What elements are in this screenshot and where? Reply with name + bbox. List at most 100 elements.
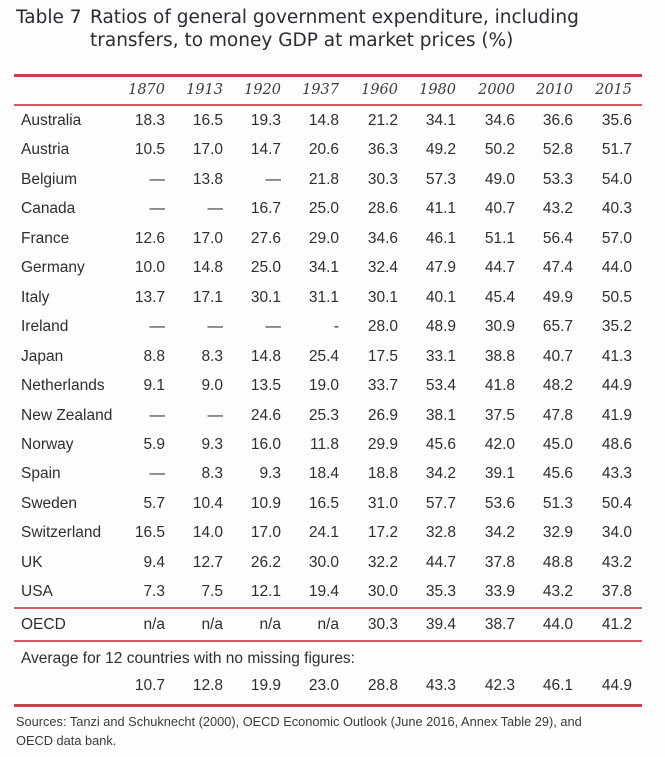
table-cell: 34.2 [425,465,456,483]
table-row: Ireland — — — - 28.0 48.9 30.9 65.7 35.2 [14,312,642,341]
table-cell: 24.1 [308,524,339,542]
table-cell: 44.7 [425,553,456,571]
column-header-1937: 1937 [302,82,339,98]
average-cell: 28.8 [367,677,398,694]
table-cell: 10.9 [250,494,281,512]
table-cell: 12.1 [250,583,281,601]
table-cell: 7.3 [143,583,165,601]
table-cell: 14.8 [250,347,281,365]
table-cell: 8.3 [201,465,223,483]
table-cell: 45.6 [425,435,456,453]
table-cell: 17.0 [250,524,281,542]
table-cell: 35.3 [425,583,456,601]
table-cell: 16.5 [308,494,339,512]
table-cell: 19.0 [308,377,339,395]
table-cell: 42.0 [484,435,515,453]
table-cell: 44.7 [484,259,515,277]
table-cell: 12.7 [192,553,223,571]
oecd-cell: 30.3 [367,616,398,633]
table-cell: 17.0 [192,229,223,247]
table-cell: 33.1 [425,347,456,365]
table-cell: 41.3 [601,347,632,365]
table-cell: 30.3 [367,170,398,188]
country-name: Austria [21,141,70,159]
table-cell: 47.4 [542,259,573,277]
table-cell: 36.3 [367,141,398,159]
country-name: Germany [21,259,85,277]
table-cell: 10.0 [134,259,165,277]
oecd-cell: 38.7 [484,616,515,633]
table-cell: 40.7 [484,200,515,218]
country-name: Switzerland [21,524,102,542]
bottom-rule [14,704,642,707]
sources-line-1: Sources: Tanzi and Schuknecht (2000), OE… [16,714,582,729]
country-name: Canada [21,200,76,218]
country-name: Australia [21,112,82,129]
oecd-cell: 41.2 [601,616,632,633]
column-header-2015: 2015 [595,82,632,98]
table-cell: 41.9 [601,406,632,424]
table-cell: 48.9 [425,318,456,336]
country-name: Netherlands [21,377,105,395]
table-cell: 33.7 [367,377,398,395]
table-cell: 38.1 [425,406,456,424]
table-cell: 53.6 [484,494,515,512]
column-header-row: 1870 1913 1920 1937 1960 1980 2000 2010 2015 [14,76,642,105]
oecd-cell: n/a [259,616,281,633]
table-cell: 53.4 [425,377,456,395]
table-cell: 57.7 [425,494,456,512]
table-row: Sweden 5.7 10.4 10.9 16.5 31.0 57.7 53.6 51.3 50.… [14,489,642,518]
table-cell: 34.6 [484,112,515,129]
table-cell: 17.5 [367,347,398,365]
table-cell: 25.0 [308,200,339,218]
table-cell: 30.0 [308,553,339,571]
table-cell: 8.3 [201,347,223,365]
country-name: Spain [21,465,61,483]
table-cell: 5.7 [143,494,165,512]
column-header-1870: 1870 [128,82,165,98]
table-cell: 30.9 [484,318,515,336]
table-row: Germany 10.0 14.8 25.0 34.1 32.4 47.9 44.7 47.4 4… [14,253,642,282]
table-cell: — [265,170,282,188]
country-name: USA [21,583,53,601]
table-row: UK 9.4 12.7 26.2 30.0 32.2 44.7 37.8 48.8 43.2 [14,548,642,577]
table-cell: 7.5 [201,583,223,601]
table-cell: 9.0 [201,377,223,395]
table-cell: 17.1 [192,288,223,306]
table-cell: 35.2 [601,318,632,336]
oecd-label: OECD [21,616,66,633]
table-cell: 29.0 [308,229,339,247]
table-cell: 46.1 [425,229,456,247]
average-cell: 42.3 [484,677,515,694]
table-cell: 18.4 [308,465,339,483]
table-cell: 40.3 [601,200,632,218]
table-cell: 44.0 [601,259,632,277]
table-cell: 49.9 [542,288,573,306]
table-cell: 37.5 [484,406,515,424]
table-caption-line-2: transfers, to money GDP at market prices… [90,30,514,51]
oecd-cell: n/a [143,616,165,633]
table-cell: 30.0 [367,583,398,601]
table-cell: 45.0 [542,435,573,453]
oecd-cell: 44.0 [542,616,573,633]
table-cell: 56.4 [542,229,573,247]
table-cell: 8.8 [143,347,165,365]
table-cell: 53.3 [542,170,573,188]
table-cell: 48.8 [542,553,573,571]
country-name: France [21,229,70,247]
table-row: New Zealand — — 24.6 25.3 26.9 38.1 37.5 47.8 41.… [14,401,642,430]
table-cell: 30.1 [367,288,398,306]
table-cell: 50.5 [601,288,632,306]
table-cell: 49.0 [484,170,515,188]
table-cell: 43.2 [542,583,573,601]
average-label: Average for 12 countries with no missing… [21,650,355,667]
oecd-bottom-rule [14,640,642,642]
table-cell: 57.0 [601,229,632,247]
table-cell: 25.3 [308,406,339,424]
country-name: New Zealand [21,406,113,424]
table-cell: 37.8 [601,583,632,601]
table-cell: 34.0 [601,524,632,542]
table-cell: 11.8 [309,435,339,453]
table-cell: 25.4 [308,347,339,365]
table-cell: 39.1 [484,465,515,483]
